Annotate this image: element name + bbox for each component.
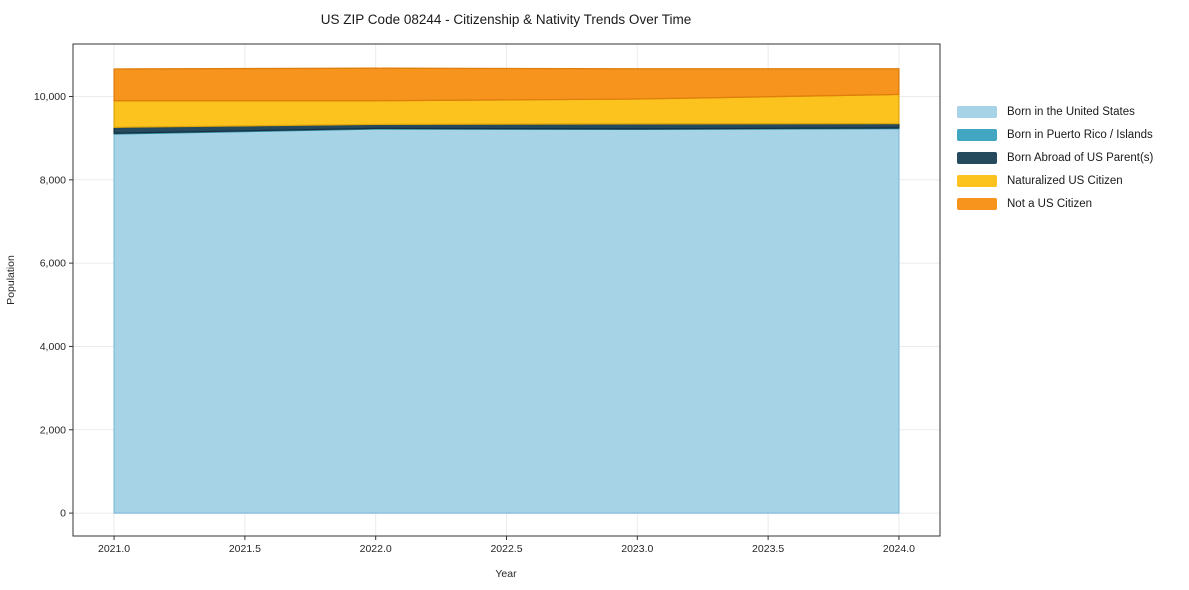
legend-label: Born Abroad of US Parent(s) <box>1007 152 1154 164</box>
legend-item: Born Abroad of US Parent(s) <box>957 152 1153 164</box>
legend-item: Born in Puerto Rico / Islands <box>957 129 1153 141</box>
legend-swatch <box>957 152 997 164</box>
y-tick-label: 0 <box>60 508 66 520</box>
legend-swatch <box>957 106 997 118</box>
area-not-a-us-citizen <box>113 67 900 102</box>
legend-label: Born in Puerto Rico / Islands <box>1007 129 1153 141</box>
y-tick-label: 10,000 <box>34 91 66 103</box>
x-tick-label: 2022.0 <box>360 543 392 555</box>
x-tick-label: 2021.0 <box>98 543 130 555</box>
y-tick-label: 2,000 <box>40 424 66 436</box>
y-tick-label: 4,000 <box>40 341 66 353</box>
legend-swatch <box>957 198 997 210</box>
legend-label: Naturalized US Citizen <box>1007 175 1123 187</box>
x-tick-label: 2024.0 <box>883 543 915 555</box>
chart-title: US ZIP Code 08244 - Citizenship & Nativi… <box>321 12 691 27</box>
legend-label: Not a US Citizen <box>1007 198 1093 210</box>
x-axis-label: Year <box>495 568 517 580</box>
legend: Born in the United States Born in Puerto … <box>957 106 1153 221</box>
x-tick-label: 2023.5 <box>752 543 784 555</box>
legend-swatch <box>957 175 997 187</box>
y-tick-label: 8,000 <box>40 174 66 186</box>
y-tick-label: 6,000 <box>40 258 66 270</box>
legend-item: Born in the United States <box>957 106 1153 118</box>
area-born-in-the-united-states <box>113 127 900 514</box>
tick-labels: 2021.0 2021.5 2022.0 2022.5 2023.0 2023.5 2024… <box>34 91 915 555</box>
x-tick-label: 2023.0 <box>621 543 653 555</box>
stacked-areas <box>113 67 900 514</box>
axes-frame <box>69 43 941 540</box>
legend-swatch <box>957 129 997 141</box>
legend-label: Born in the United States <box>1007 106 1135 118</box>
y-axis-label: Population <box>5 255 17 305</box>
x-tick-label: 2021.5 <box>229 543 261 555</box>
x-tick-label: 2022.5 <box>490 543 522 555</box>
legend-item: Not a US Citizen <box>957 198 1153 210</box>
legend-item: Naturalized US Citizen <box>957 175 1153 187</box>
